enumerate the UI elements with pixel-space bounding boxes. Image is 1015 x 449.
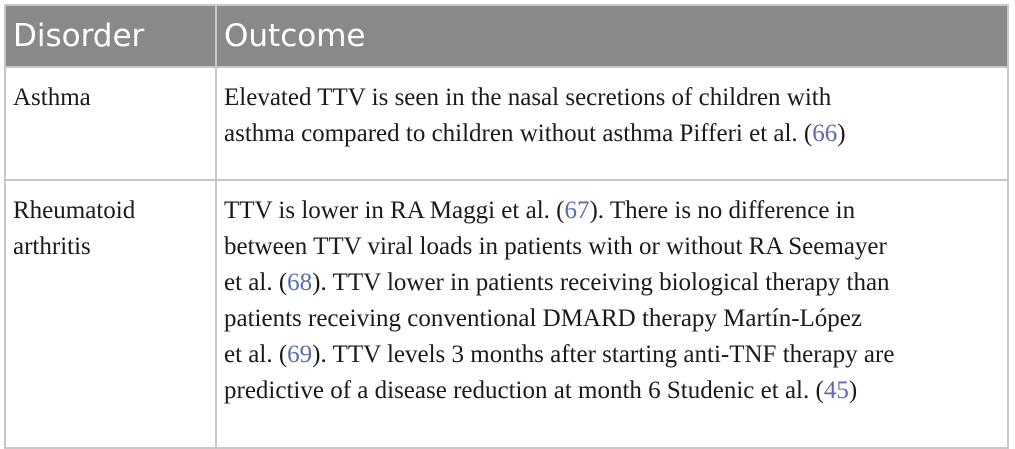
reference-link[interactable]: 66: [812, 120, 838, 147]
header-disorder: Disorder: [4, 4, 217, 68]
outcome-line: asthma compared to children without asth…: [224, 116, 1001, 152]
outcome-text: ): [848, 377, 858, 404]
header-row: Disorder Outcome: [4, 4, 1009, 68]
outcome-text: patients receiving conventional DMARD th…: [224, 305, 863, 332]
outcome-line: patients receiving conventional DMARD th…: [224, 301, 1001, 337]
outcome-line: Elevated TTV is seen in the nasal secret…: [224, 80, 1001, 116]
outcome-text: TTV is lower in RA Maggi et al. (: [224, 197, 565, 224]
outcome-text: ). TTV lower in patients receiving biolo…: [312, 269, 890, 296]
disorder-cell: Asthma: [4, 66, 217, 181]
reference-link[interactable]: 69: [287, 341, 313, 368]
reference-link[interactable]: 67: [564, 197, 590, 224]
outcome-cell: TTV is lower in RA Maggi et al. (67). Th…: [215, 179, 1009, 449]
outcome-line: TTV is lower in RA Maggi et al. (67). Th…: [224, 193, 1001, 229]
outcome-text: ). There is no difference in: [589, 197, 856, 224]
reference-link[interactable]: 45: [823, 377, 849, 404]
disorder-line: Rheumatoid: [13, 197, 136, 224]
outcome-text: et al. (: [224, 341, 288, 368]
outcome-text: between TTV viral loads in patients with…: [224, 233, 887, 260]
outcome-line: between TTV viral loads in patients with…: [224, 229, 1001, 265]
outcome-text: ): [837, 120, 846, 147]
disorder-outcome-table: Disorder Outcome Asthma Elevated TTV is …: [4, 4, 1009, 449]
outcome-cell: Elevated TTV is seen in the nasal secret…: [215, 66, 1009, 181]
table-row: Rheumatoid arthritis TTV is lower in RA …: [4, 179, 1009, 449]
disorder-line: arthritis: [13, 233, 91, 260]
header-outcome: Outcome: [215, 4, 1009, 68]
outcome-text: Elevated TTV is seen in the nasal secret…: [224, 84, 832, 111]
outcome-line: et al. (68). TTV lower in patients recei…: [224, 265, 1001, 301]
outcome-text: ). TTV levels 3 months after starting an…: [312, 341, 895, 368]
outcome-line: predictive of a disease reduction at mon…: [224, 373, 1001, 409]
table-row: Asthma Elevated TTV is seen in the nasal…: [4, 66, 1009, 181]
outcome-line: et al. (69). TTV levels 3 months after s…: [224, 337, 1001, 373]
disorder-cell: Rheumatoid arthritis: [4, 179, 217, 449]
reference-link[interactable]: 68: [287, 269, 313, 296]
outcome-text: asthma compared to children without asth…: [224, 120, 813, 147]
disorder-line: Asthma: [13, 84, 91, 111]
outcome-text: predictive of a disease reduction at mon…: [224, 377, 824, 404]
outcome-text: et al. (: [224, 269, 288, 296]
